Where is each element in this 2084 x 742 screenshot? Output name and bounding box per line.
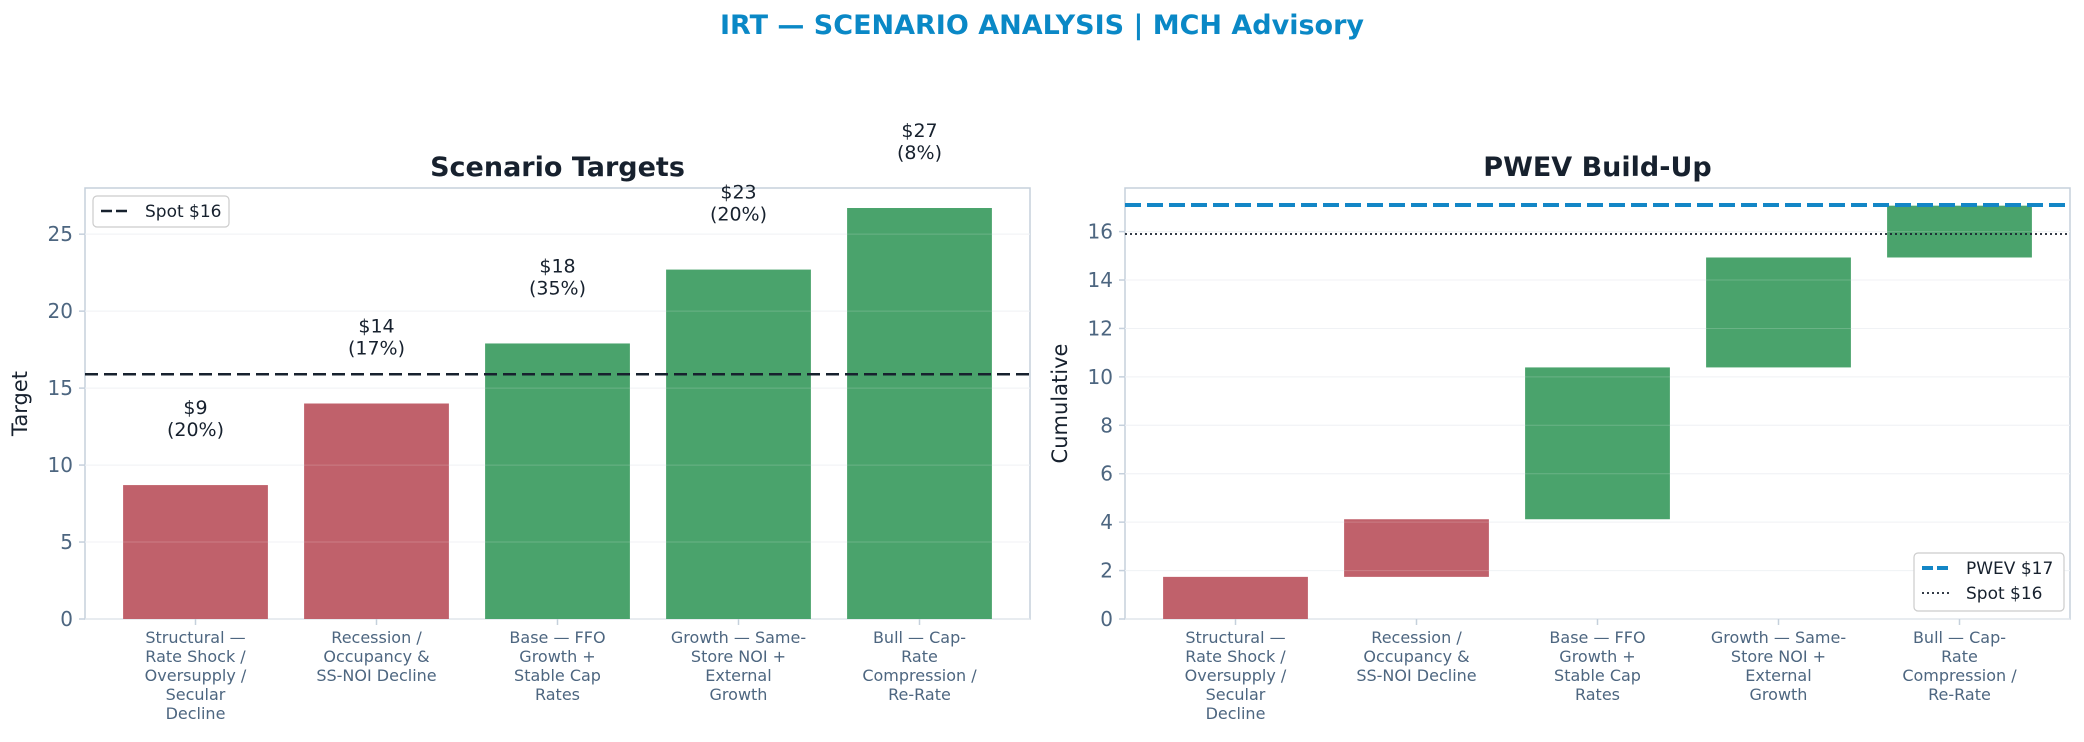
- legend-label-pwev: PWEV $17: [1966, 559, 2053, 579]
- y-tick-label: 0: [1100, 607, 1113, 631]
- bar: [1163, 576, 1308, 619]
- y-tick-label: 10: [48, 453, 73, 477]
- data-label-probability: (8%): [897, 142, 942, 164]
- y-tick-label: 0: [60, 607, 73, 631]
- data-label-value: $23: [720, 182, 756, 204]
- y-tick-label: 2: [1100, 559, 1113, 583]
- x-tick-label: Structural — Rate Shock / Oversupply / Secu…: [1185, 628, 1287, 723]
- y-tick-label: 16: [1088, 220, 1113, 244]
- x-tick-label: Base — FFO Growth + Stable Cap Rates: [1549, 628, 1645, 704]
- x-tick-label: Bull — Cap-Rate Compression / Re-Rate: [862, 628, 977, 704]
- chart-title: Scenario Targets: [430, 152, 685, 183]
- y-tick-label: 20: [48, 299, 73, 323]
- chart-title: PWEV Build-Up: [1483, 152, 1711, 183]
- data-label-probability: (35%): [529, 277, 586, 299]
- x-tick-label: Recession / Occupancy & SS-NOI Decline: [1356, 628, 1476, 685]
- y-tick-label: 25: [48, 222, 73, 246]
- bar: [666, 269, 811, 619]
- y-tick-label: 14: [1088, 268, 1113, 292]
- y-axis-label: Cumulative: [1048, 344, 1072, 464]
- data-label-value: $9: [183, 397, 207, 419]
- x-tick-label: Growth — Same-Store NOI + External Growth: [671, 628, 806, 704]
- legend-box: [92, 195, 230, 228]
- y-tick-label: 15: [48, 376, 73, 400]
- scenario-targets-chart: 0 5 10 15 20 25 Structural — Rate Shock / Oversu…: [8, 120, 1031, 723]
- data-label-probability: (17%): [348, 338, 405, 360]
- x-tick-label: Recession / Occupancy & SS-NOI Decline: [316, 628, 436, 685]
- y-tick-label: 10: [1088, 365, 1113, 389]
- y-tick-label: 4: [1100, 510, 1113, 534]
- data-label-value: $27: [901, 120, 937, 142]
- legend-box: [1913, 552, 2065, 612]
- bar: [485, 343, 630, 619]
- figure-title: IRT — SCENARIO ANALYSIS | MCH Advisory: [720, 10, 1364, 41]
- bar: [847, 208, 992, 619]
- y-tick-label: 5: [60, 530, 73, 554]
- y-tick-label: 6: [1100, 462, 1113, 486]
- legend: PWEV $17 Spot $16: [1913, 552, 2065, 612]
- x-tick-label: Growth — Same-Store NOI + External Growth: [1711, 628, 1846, 704]
- legend-label-spot: Spot $16: [1966, 584, 2043, 604]
- bar: [123, 485, 268, 619]
- x-tick-label: Bull — Cap-Rate Compression / Re-Rate: [1902, 628, 2017, 704]
- data-label-value: $18: [539, 255, 575, 277]
- data-label-value: $14: [358, 316, 394, 338]
- data-label-probability: (20%): [167, 419, 224, 441]
- pwev-buildup-chart: 0 2 4 6 8 10 12 14 16 Structural — Rate Shock / Ove…: [1048, 152, 2071, 723]
- data-label-probability: (20%): [710, 204, 767, 226]
- bar: [1344, 519, 1489, 577]
- bar: [1887, 205, 2032, 258]
- bar: [304, 403, 449, 619]
- y-tick-label: 8: [1100, 413, 1113, 437]
- legend: Spot $16: [92, 195, 230, 228]
- y-tick-label: 12: [1088, 316, 1113, 340]
- x-tick-label: Base — FFO Growth + Stable Cap Rates: [509, 628, 605, 704]
- bar: [1706, 257, 1851, 368]
- x-tick-label: Structural — Rate Shock / Oversupply / Secu…: [145, 628, 247, 723]
- y-axis-label: Target: [8, 371, 32, 437]
- legend-label-spot: Spot $16: [145, 202, 222, 222]
- bar: [1525, 367, 1670, 520]
